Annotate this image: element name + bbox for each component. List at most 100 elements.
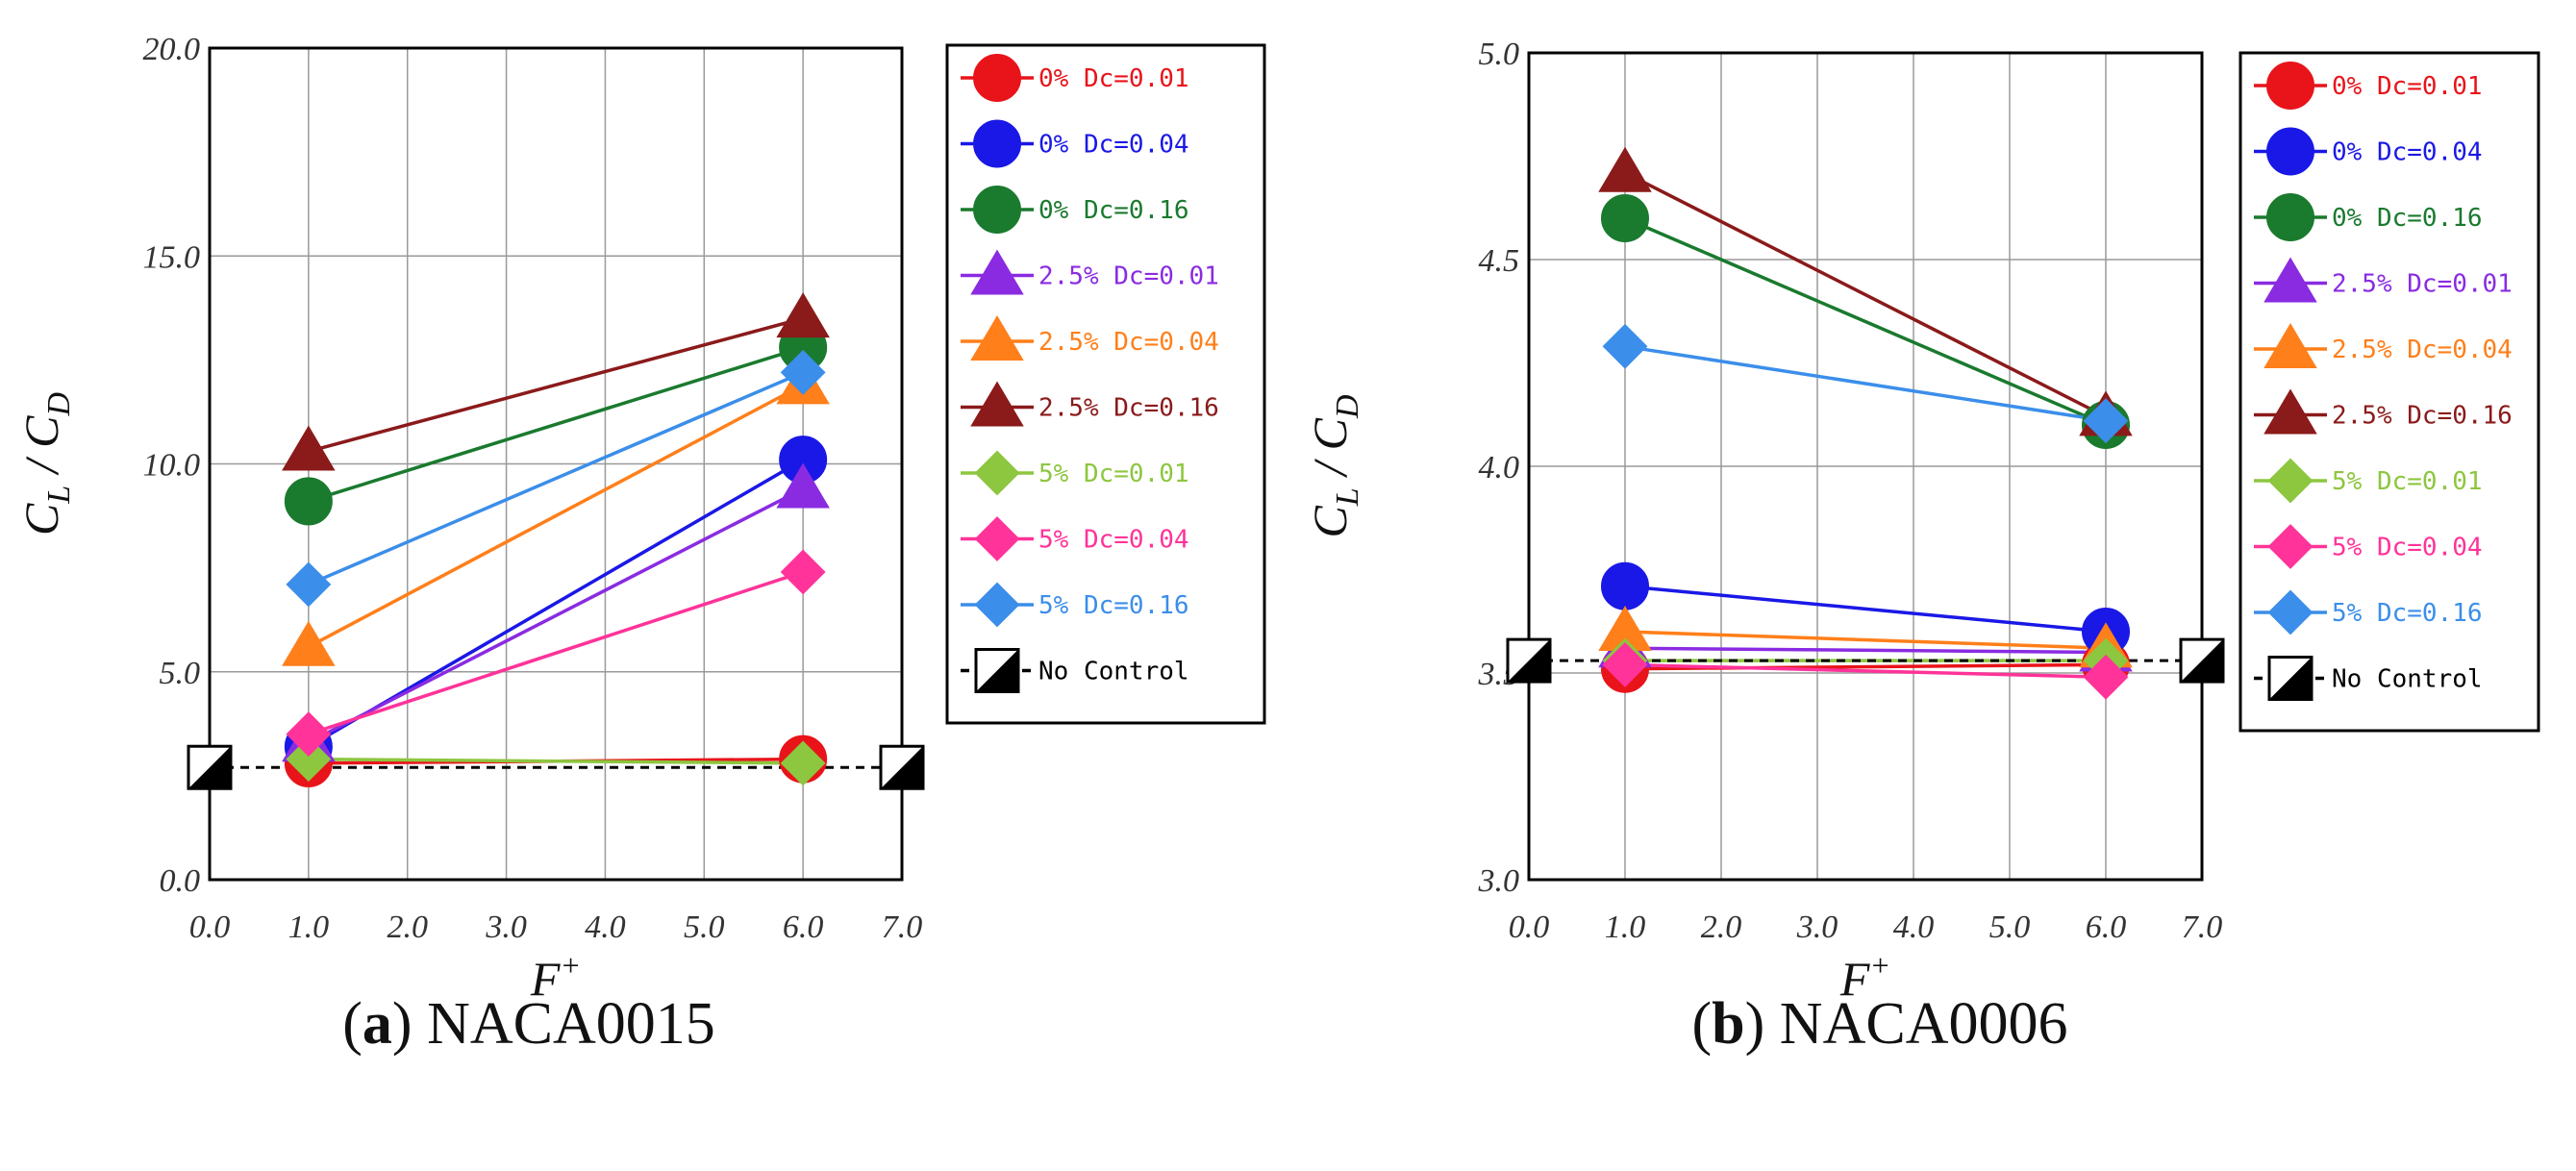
data-point-half-square-fill [881, 746, 923, 789]
x-axis-label: F+ [1839, 948, 1890, 1006]
legend-marker-triangle [970, 249, 1024, 295]
data-point-half-square [1506, 637, 1552, 684]
legend-item: 5% Dc=0.04 [2254, 524, 2483, 569]
legend-label: 5% Dc=0.04 [1038, 526, 1189, 555]
y-tick-label: 20.0 [143, 32, 201, 67]
legend-label: 0% Dc=0.04 [1038, 131, 1189, 160]
legend-item: 0% Dc=0.16 [2254, 193, 2483, 241]
x-tick-label: 0.0 [1509, 909, 1550, 945]
x-tick-label: 3.0 [1796, 909, 1838, 945]
legend-label: 5% Dc=0.16 [1038, 591, 1189, 620]
legend-item: 0% Dc=0.04 [2254, 127, 2483, 176]
data-point-diamond [780, 349, 826, 395]
plot-frame [208, 46, 904, 882]
y-tick-label: 5.0 [160, 656, 201, 691]
data-point-triangle [776, 292, 830, 338]
x-tick-label: 7.0 [2182, 909, 2223, 945]
y-axis-label: CL / CD [14, 392, 77, 536]
legend-marker-circle [2266, 127, 2314, 176]
y-label-c2: / C [14, 415, 68, 486]
series-line [308, 570, 804, 736]
plot-frame [1527, 51, 2204, 882]
data-point-half-square [2179, 637, 2225, 684]
legend-item: 0% Dc=0.01 [2254, 62, 2483, 110]
data-point-diamond [2083, 654, 2129, 700]
legend-marker-diamond [974, 450, 1020, 496]
data-point-triangle [1598, 146, 1652, 192]
data-point-half-square [187, 744, 233, 790]
legend-item: 2.5% Dc=0.01 [961, 249, 1219, 295]
legend-label: 0% Dc=0.01 [2332, 72, 2483, 101]
legend-item: No Control [961, 648, 1189, 693]
legend-label: 2.5% Dc=0.04 [2332, 336, 2513, 364]
data-point-diamond [780, 549, 826, 595]
legend-marker-half-square-fill [976, 649, 1018, 692]
data-point-triangle [776, 462, 830, 509]
legend-marker-circle [973, 54, 1021, 102]
y-label-c1: C [1303, 506, 1357, 538]
series-layer [187, 292, 925, 790]
legend-item: 0% Dc=0.04 [961, 119, 1189, 168]
legend-label: 5% Dc=0.16 [2332, 599, 2483, 628]
legend-marker-triangle [2263, 323, 2317, 368]
data-point-diamond [780, 740, 826, 786]
legend-label: 2.5% Dc=0.16 [1038, 394, 1219, 423]
x-axis-label-sup: + [560, 948, 581, 983]
series-line [308, 486, 804, 744]
legend-marker-triangle [2263, 388, 2317, 435]
legend-label: 2.5% Dc=0.04 [1038, 328, 1219, 357]
caption-a: (a) NACA0015 [342, 991, 715, 1057]
chart-a: 0.0 1.0 2.0 3.0 4.0 5.0 6.0 7.0 0.0 5.0 10.0 15.0 20… [14, 32, 1266, 1006]
x-tick-label: 3.0 [485, 909, 527, 945]
legend-marker-triangle [970, 381, 1024, 427]
y-label-c1: C [14, 503, 68, 536]
legend-marker-circle [973, 186, 1021, 234]
legend: 0% Dc=0.01 0% Dc=0.04 0% Dc=0.16 2.5% Dc=0.… [945, 43, 1266, 725]
y-label-c2: / C [1303, 417, 1357, 487]
y-tick-label: 3.0 [1478, 863, 1520, 899]
legend-item: 2.5% Dc=0.04 [961, 315, 1219, 361]
legend-marker-diamond [974, 516, 1020, 561]
legend-marker-diamond [2267, 589, 2313, 635]
y-tick-label: 15.0 [143, 239, 201, 275]
x-tick-label: 5.0 [1989, 909, 2031, 945]
y-tick-label: 0.0 [160, 863, 201, 899]
series-line [1624, 344, 2107, 423]
data-point-circle [284, 477, 333, 526]
y-label-sub1: L [1330, 487, 1365, 507]
legend-marker-circle [2266, 62, 2314, 110]
legend-item: 2.5% Dc=0.16 [961, 381, 1219, 427]
legend-label: No Control [2332, 665, 2483, 694]
legend-item: 2.5% Dc=0.01 [2254, 257, 2513, 303]
data-point-triangle [282, 425, 336, 471]
legend-item: 5% Dc=0.04 [961, 516, 1189, 561]
y-tick-label: 4.5 [1479, 243, 1520, 279]
legend-label: 2.5% Dc=0.01 [2332, 270, 2513, 299]
x-tick-label: 4.0 [585, 909, 626, 945]
legend-item: 2.5% Dc=0.04 [2254, 323, 2513, 368]
data-point-diamond [1602, 323, 1648, 369]
data-point-half-square-fill [1508, 639, 1550, 683]
legend-item: 2.5% Dc=0.16 [2254, 388, 2513, 435]
legend-marker-triangle [2263, 257, 2317, 303]
x-tick-label: 6.0 [2086, 909, 2127, 945]
legend-marker-half-square-fill [2269, 657, 2312, 700]
series-line [1624, 630, 2107, 650]
legend-label: 0% Dc=0.16 [1038, 196, 1189, 225]
legend-item: 5% Dc=0.01 [2254, 458, 2483, 504]
x-tick-label: 2.0 [1701, 909, 1742, 945]
legend-label: 0% Dc=0.01 [1038, 64, 1189, 93]
legend-item: 5% Dc=0.16 [2254, 589, 2483, 635]
series-line [308, 383, 804, 649]
x-tick-label: 5.0 [684, 909, 725, 945]
series-line [308, 345, 804, 504]
x-tick-label: 4.0 [1893, 909, 1935, 945]
legend-label: 0% Dc=0.04 [2332, 138, 2483, 167]
legend-item: 0% Dc=0.16 [961, 186, 1189, 234]
series-line [1624, 216, 2107, 427]
data-point-half-square [879, 744, 925, 790]
legend-marker-circle [2266, 193, 2314, 241]
data-point-half-square-fill [2181, 639, 2223, 683]
series-line [308, 757, 804, 765]
